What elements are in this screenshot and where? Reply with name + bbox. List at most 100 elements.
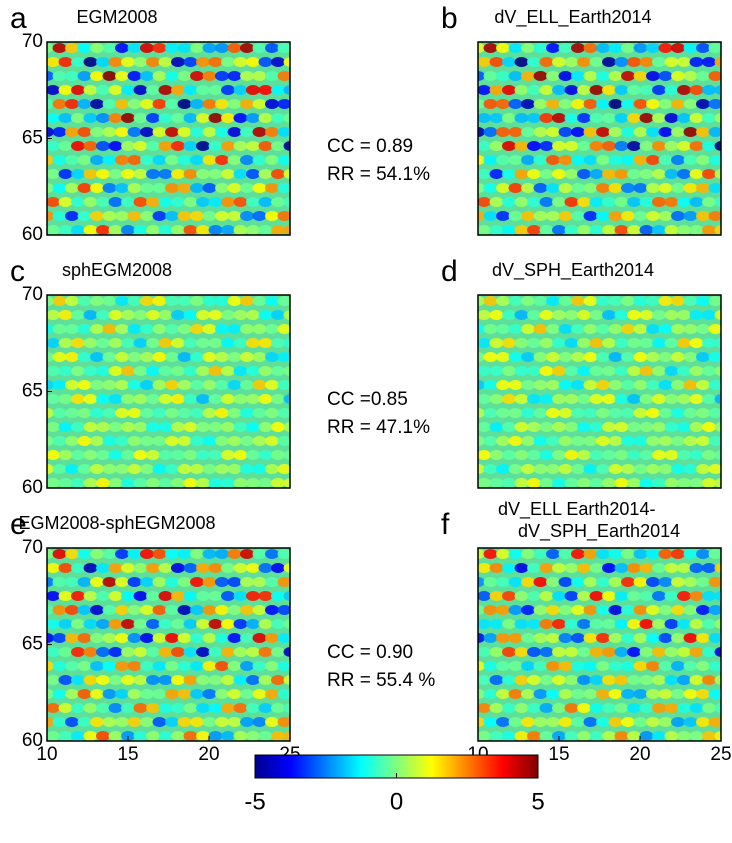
field-blob [689,366,704,376]
field-blob [158,338,173,348]
field-blob [121,141,135,151]
field-blob [202,633,217,643]
field-blob [258,703,273,713]
field-blob [564,450,579,460]
field-blob [558,464,573,474]
field-blob [664,422,679,432]
field-blob [71,731,85,741]
field-blob [639,338,654,348]
field-blob [483,464,498,474]
field-blob [283,225,290,235]
field-blob [77,689,92,699]
field-blob [639,591,654,601]
field-blob [108,141,123,151]
field-blob [577,57,591,67]
field-blob [564,563,579,573]
field-blob [589,197,604,207]
field-blob [658,464,673,474]
field-blob [527,113,541,123]
field-blob [514,647,529,657]
field-blob [514,57,529,67]
field-blob [564,338,579,348]
field-blob [90,436,104,446]
field-blob [596,183,610,193]
field-blob [689,57,704,67]
field-blob [596,577,610,587]
field-blob [171,675,185,685]
field-blob [478,155,485,165]
field-blob [539,141,554,151]
field-blob [133,422,148,432]
field-blob [546,577,560,587]
field-blob [133,619,148,629]
field-blob [546,155,560,165]
field-blob [478,549,485,559]
field-blob [215,211,229,221]
field-blob [596,605,610,615]
field-blob [96,113,110,123]
field-blob [108,450,123,460]
field-blob [671,549,685,559]
field-blob [608,717,623,727]
field-blob [514,394,529,404]
field-blob [65,661,79,671]
field-blob [583,324,598,334]
field-blob [108,591,123,601]
field-blob [683,99,698,109]
field-blob [552,310,566,320]
field-blob [183,647,198,657]
field-blob [702,422,716,432]
field-blob [478,647,491,657]
field-blob [171,85,185,95]
field-blob [133,478,148,488]
field-blob [252,211,267,221]
field-blob [121,647,135,657]
field-blob [215,352,229,362]
field-blob [208,591,223,601]
field-blob [589,113,604,123]
field-blob [546,661,560,671]
field-blob [140,43,154,53]
field-blob [614,141,629,151]
field-blob [489,450,504,460]
field-blob [627,450,641,460]
field-blob [65,183,79,193]
field-blob [165,99,179,109]
field-blob [552,113,566,123]
field-blob [652,450,666,460]
field-blob [71,57,85,67]
field-blob [258,731,273,741]
field-blob [702,478,716,488]
field-blob [552,675,566,685]
field-blob [577,338,591,348]
field-blob [677,647,691,657]
field-blob [602,591,616,601]
field-blob [196,591,210,601]
field-blob [283,619,290,629]
field-blob [115,352,129,362]
field-blob [252,436,267,446]
field-blob [639,731,654,741]
field-blob [714,619,721,629]
field-blob [58,85,73,95]
field-blob [608,633,623,643]
field-blob [196,366,210,376]
field-blob [602,619,616,629]
field-blob [521,464,535,474]
field-blob [514,450,529,460]
field-blob [502,675,516,685]
field-blob [196,450,210,460]
field-blob [521,296,535,306]
field-blob [158,113,173,123]
field-blob [152,380,167,390]
field-blob [521,324,535,334]
field-blob [596,689,610,699]
field-blob [202,324,217,334]
field-blob [208,647,223,657]
field-blob [233,113,248,123]
field-blob [621,155,635,165]
field-blob [190,155,204,165]
field-blob [658,717,673,727]
field-blob [489,310,504,320]
field-blob [521,549,535,559]
